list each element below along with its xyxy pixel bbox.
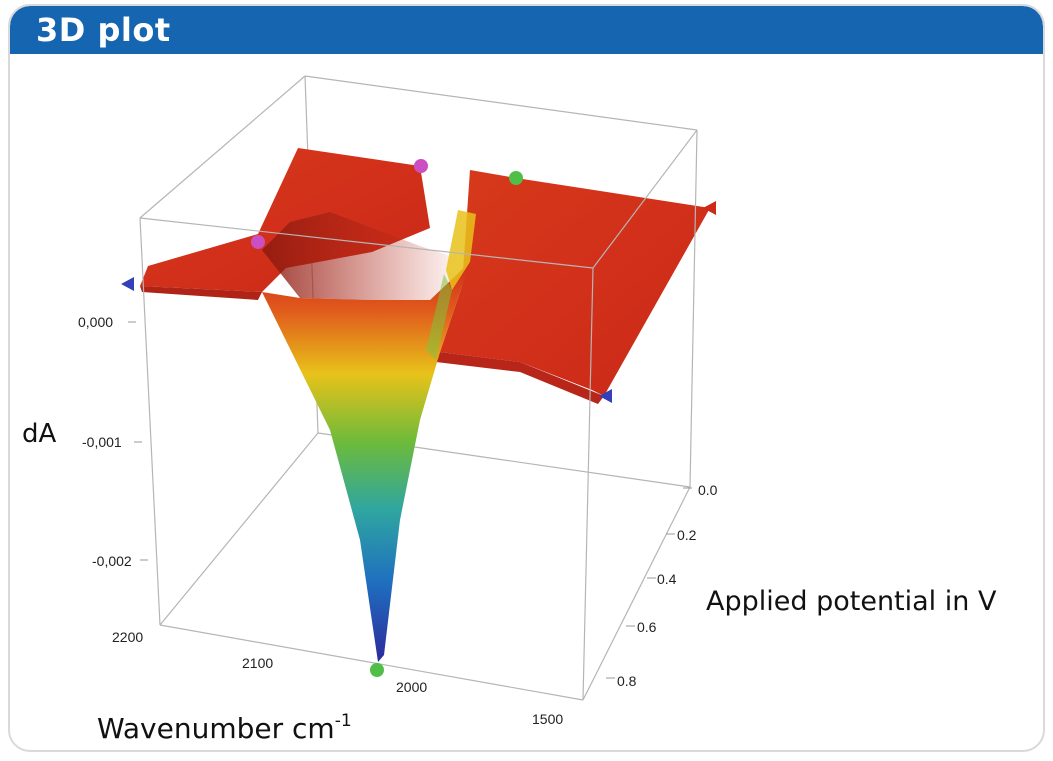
y-axis-label: Applied potential in V [706,586,997,617]
panel-title: 3D plot [36,11,171,49]
x-tick-label: 2000 [396,679,427,695]
z-tick-label: -0,002 [92,553,132,569]
x-axis-label: Wavenumber cm-1 [97,711,352,745]
axis-marker [121,277,134,291]
y-tick-label: 0.8 [617,673,637,689]
z-tick-label: -0,001 [82,434,122,450]
y-tick-label: 0.2 [677,527,697,543]
x-axis-label-text: Wavenumber cm [97,712,335,745]
x-axis-label-superscript: -1 [335,711,352,731]
markers [121,159,716,677]
z-axis-label: dA [22,419,57,449]
y-tick-label: 0.4 [657,571,677,587]
axis-marker [370,663,384,677]
y-tick-label: 0.0 [698,482,718,498]
z-axis: 0,000 -0,001 -0,002 dA [22,314,148,569]
x-tick-label: 2200 [112,629,143,645]
axis-marker [251,235,265,249]
axis-marker [509,171,523,185]
y-tick-label: 0.6 [637,619,657,635]
axis-marker [414,159,428,173]
axis-marker [599,389,612,403]
panel-header: 3D plot [10,6,1043,54]
box-front-edges [139,129,698,701]
axis-marker [703,201,716,215]
plot-panel: 3D plot [8,4,1045,752]
z-tick-label: 0,000 [78,314,113,330]
surface [140,148,710,662]
y-axis: 0.0 0.2 0.4 0.6 0.8 Applied potential in… [606,482,997,689]
x-tick-label: 1500 [532,711,563,727]
x-tick-label: 2100 [242,655,273,671]
x-axis: 2200 2100 2000 1500 Wavenumber cm-1 [97,629,563,745]
